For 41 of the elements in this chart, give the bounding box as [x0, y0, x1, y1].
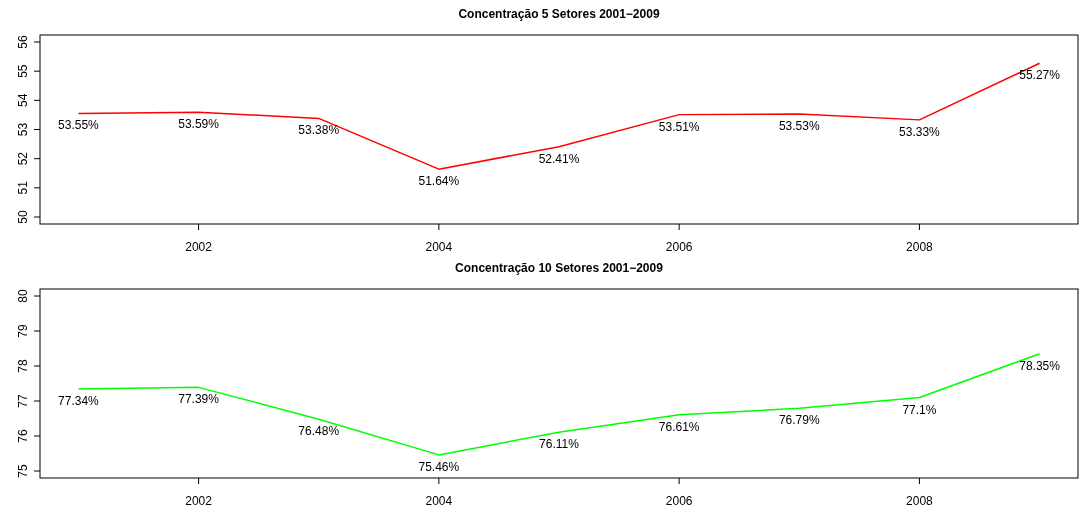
y-tick-label: 80	[16, 289, 30, 303]
y-tick-label: 79	[16, 324, 30, 338]
data-label: 76.11%	[539, 437, 580, 452]
data-label: 55.27%	[1019, 68, 1061, 83]
y-tick-label: 76	[16, 429, 30, 443]
data-label: 51.64%	[418, 174, 460, 189]
chart-title: Concentração 10 Setores 2001−2009	[455, 261, 664, 275]
data-label: 77.1%	[902, 402, 937, 417]
x-tick-label: 2008	[906, 240, 934, 254]
x-tick-label: 2002	[185, 240, 213, 254]
chart-title: Concentração 5 Setores 2001−2009	[458, 7, 660, 21]
x-tick-label: 2006	[665, 240, 693, 254]
x-tick-label: 2004	[425, 494, 453, 508]
data-label: 53.33%	[899, 124, 941, 139]
data-label: 78.35%	[1019, 358, 1061, 373]
data-label: 53.53%	[778, 119, 820, 134]
data-label: 76.61%	[658, 419, 700, 434]
y-tick-label: 77	[16, 394, 30, 408]
y-tick-label: 53	[16, 122, 30, 137]
data-label: 53.51%	[658, 119, 700, 134]
y-tick-label: 56	[16, 35, 30, 49]
data-label: 52.41%	[538, 151, 580, 166]
data-label: 53.59%	[178, 117, 220, 132]
y-tick-label: 51	[16, 180, 30, 195]
data-label: 76.79%	[778, 413, 820, 428]
data-label: 77.39%	[178, 392, 220, 407]
x-tick-label: 2004	[425, 240, 453, 254]
data-label: 53.55%	[58, 118, 100, 133]
data-label: 76.48%	[298, 424, 340, 439]
y-tick-label: 50	[16, 210, 30, 224]
data-label: 53.38%	[298, 123, 340, 138]
y-tick-label: 54	[16, 93, 30, 108]
x-tick-label: 2002	[185, 494, 213, 508]
y-tick-label: 78	[16, 359, 30, 373]
y-tick-label: 55	[16, 64, 30, 78]
y-tick-label: 75	[16, 464, 30, 478]
y-tick-label: 52	[16, 151, 30, 166]
x-tick-label: 2006	[665, 494, 693, 508]
x-tick-label: 2008	[906, 494, 934, 508]
data-label: 77.34%	[58, 394, 100, 409]
data-label: 75.46%	[418, 459, 460, 474]
